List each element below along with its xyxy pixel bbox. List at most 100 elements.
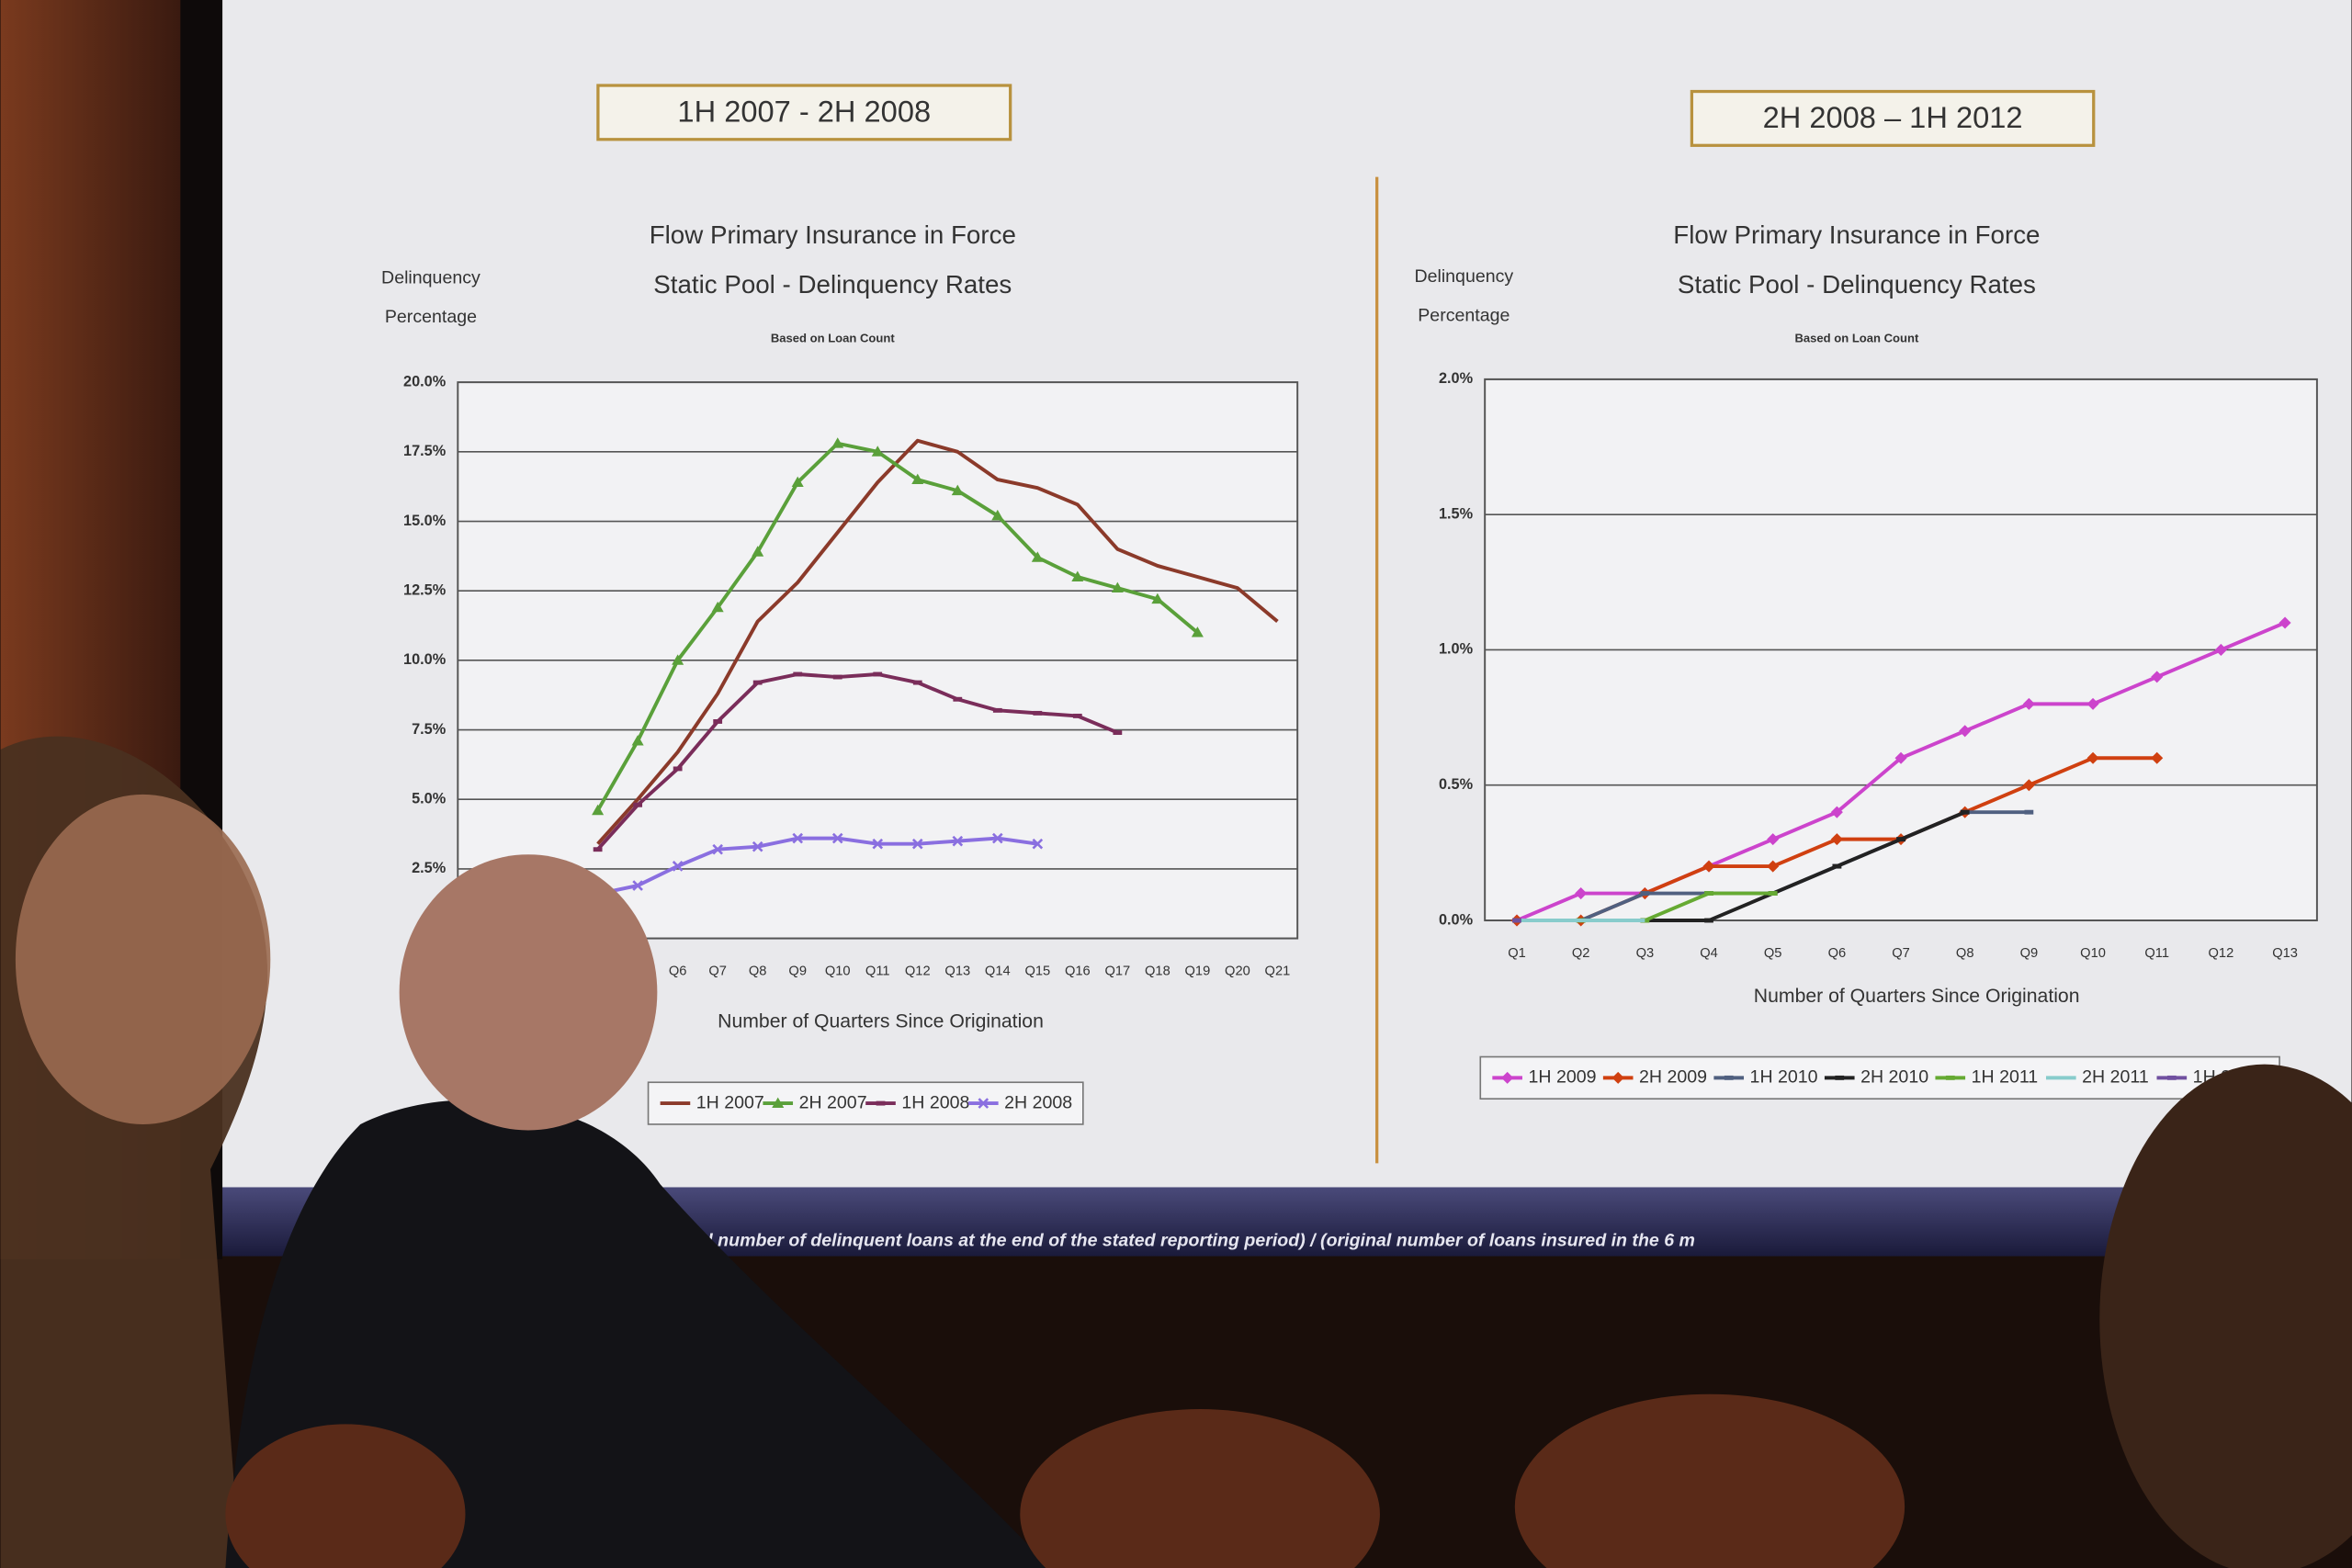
chair bbox=[1020, 1409, 1380, 1568]
y-tick-label: 0.5% bbox=[1439, 776, 1474, 793]
marker bbox=[1151, 592, 1164, 604]
marker bbox=[2022, 779, 2035, 792]
x-tick-label: Q12 bbox=[905, 964, 931, 978]
marker bbox=[1033, 710, 1043, 716]
x-tick-label: Q1 bbox=[1508, 946, 1526, 961]
marker bbox=[1111, 581, 1124, 593]
x-tick-label: Q19 bbox=[1185, 964, 1211, 978]
marker bbox=[752, 840, 763, 852]
legend-marker bbox=[978, 1098, 989, 1109]
marker bbox=[1031, 551, 1044, 562]
y-tick-label: 5.0% bbox=[412, 791, 447, 807]
y-tick-label: 20.0% bbox=[403, 373, 447, 389]
marker bbox=[1113, 730, 1123, 736]
marker bbox=[752, 546, 764, 557]
legend-marker bbox=[1611, 1071, 1624, 1084]
x-tick-label: Q11 bbox=[2144, 946, 2169, 961]
marker bbox=[832, 674, 842, 680]
chart-title: Flow Primary Insurance in Force bbox=[1673, 220, 2040, 249]
legend-label: 2H 2007 bbox=[799, 1092, 867, 1112]
marker bbox=[1767, 833, 1780, 846]
x-tick-label: Q11 bbox=[865, 964, 890, 978]
chart: 1H 2007 - 2H 2008 Flow Primary Insurance … bbox=[381, 84, 1299, 1125]
y-tick-label: 1.0% bbox=[1439, 641, 1474, 658]
marker bbox=[1768, 891, 1778, 896]
marker bbox=[953, 696, 963, 702]
marker bbox=[952, 835, 964, 847]
x-tick-label: Q7 bbox=[1892, 946, 1910, 961]
y-tick-label: 17.5% bbox=[403, 443, 447, 459]
marker bbox=[1072, 713, 1082, 718]
marker bbox=[1702, 860, 1715, 873]
y-tick-label: 10.0% bbox=[403, 651, 447, 668]
legend-label: 1H 2010 bbox=[1750, 1067, 1818, 1088]
x-tick-label: Q18 bbox=[1145, 964, 1170, 978]
marker bbox=[871, 446, 884, 457]
x-axis-label: Number of Quarters Since Origination bbox=[718, 1011, 1044, 1032]
x-tick-label: Q13 bbox=[2272, 946, 2298, 961]
marker bbox=[1830, 806, 1843, 818]
legend-marker bbox=[1835, 1075, 1845, 1080]
legend-marker bbox=[2166, 1075, 2177, 1080]
marker bbox=[2024, 809, 2034, 815]
x-tick-label: Q21 bbox=[1265, 964, 1291, 978]
x-tick-label: Q2 bbox=[1572, 946, 1590, 961]
y-axis-label: Delinquency bbox=[1414, 266, 1513, 287]
marker bbox=[1640, 891, 1650, 896]
chair bbox=[1514, 1393, 1905, 1568]
y-tick-label: 2.5% bbox=[412, 860, 447, 876]
legend-label: 1H 2007 bbox=[696, 1092, 764, 1112]
legend-marker bbox=[876, 1100, 886, 1106]
marker bbox=[912, 680, 922, 685]
person-body bbox=[225, 1100, 1050, 1568]
marker bbox=[1896, 837, 1905, 842]
x-tick-label: Q8 bbox=[749, 964, 767, 978]
legend-label: 1H 2008 bbox=[901, 1092, 969, 1112]
marker bbox=[592, 804, 605, 816]
panel-title-box bbox=[1690, 89, 2096, 147]
x-tick-label: Q9 bbox=[2020, 946, 2039, 961]
marker bbox=[1071, 570, 1084, 581]
x-tick-label: Q15 bbox=[1024, 964, 1050, 978]
marker bbox=[712, 843, 723, 855]
x-tick-label: Q17 bbox=[1104, 964, 1130, 978]
chart-title: Flow Primary Insurance in Force bbox=[650, 220, 1016, 249]
marker bbox=[632, 880, 643, 891]
x-tick-label: Q6 bbox=[1828, 946, 1847, 961]
panel-title-box bbox=[596, 84, 1012, 141]
x-tick-label: Q6 bbox=[669, 964, 687, 978]
y-tick-label: 7.5% bbox=[412, 721, 447, 738]
person-right bbox=[2099, 1064, 2352, 1568]
x-tick-label: Q7 bbox=[708, 964, 727, 978]
person-head bbox=[399, 854, 658, 1131]
y-tick-label: 2.0% bbox=[1439, 370, 1474, 387]
marker bbox=[1704, 891, 1713, 896]
marker bbox=[1832, 863, 1842, 869]
series-line bbox=[595, 441, 1199, 812]
marker bbox=[911, 473, 924, 484]
marker bbox=[672, 654, 684, 665]
chart-title: Static Pool - Delinquency Rates bbox=[653, 270, 1012, 299]
marker bbox=[752, 680, 763, 685]
legend-label: 1H 2009 bbox=[1529, 1067, 1597, 1088]
x-tick-label: Q20 bbox=[1225, 964, 1250, 978]
y-tick-label: 0.0% bbox=[1439, 911, 1474, 928]
person-left-face bbox=[15, 794, 271, 1124]
x-tick-label: Q5 bbox=[1764, 946, 1782, 961]
legend-label: 2H 2008 bbox=[1004, 1092, 1072, 1112]
marker bbox=[1575, 887, 1588, 900]
y-tick-label: 12.5% bbox=[403, 581, 447, 598]
marker bbox=[2151, 671, 2164, 683]
audience bbox=[0, 736, 2352, 1568]
marker bbox=[1704, 918, 1713, 923]
legend-label: 2H 2009 bbox=[1639, 1067, 1707, 1088]
legend-marker bbox=[1724, 1075, 1734, 1080]
marker bbox=[873, 671, 883, 677]
marker bbox=[673, 766, 683, 772]
chart-title: Static Pool - Delinquency Rates bbox=[1678, 270, 2036, 299]
x-tick-label: Q3 bbox=[1636, 946, 1655, 961]
marker bbox=[631, 735, 644, 746]
marker bbox=[991, 509, 1004, 521]
charts: 1H 2007 - 2H 2008 Flow Primary Insurance … bbox=[381, 84, 2318, 1125]
